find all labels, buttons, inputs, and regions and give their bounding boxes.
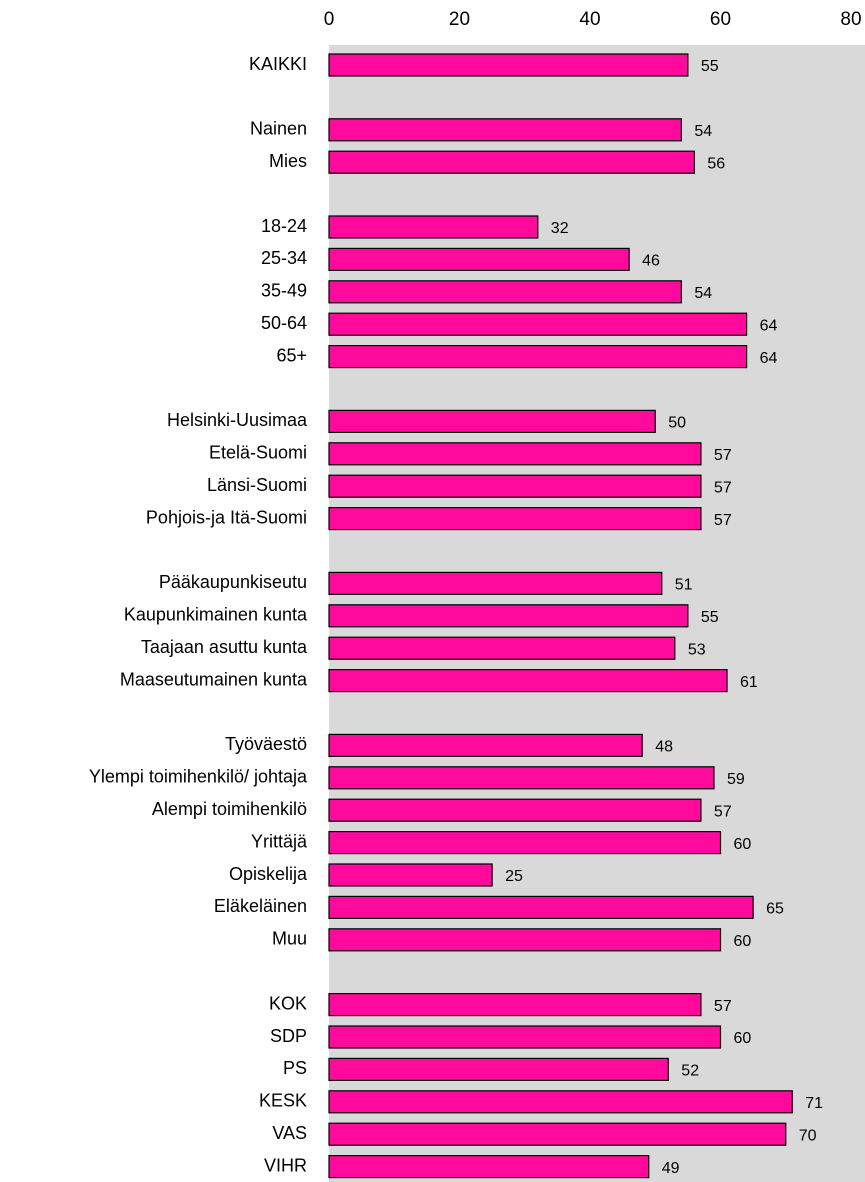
category-label: Kaupunkimainen kunta [124, 605, 308, 625]
bar [328, 1025, 722, 1049]
category-label: 65+ [276, 345, 307, 365]
value-label: 57 [714, 512, 732, 529]
category-label: Muu [272, 929, 307, 949]
category-label: Mies [269, 151, 307, 171]
bar [328, 118, 682, 142]
value-label: 32 [551, 220, 569, 237]
category-label: Nainen [250, 119, 307, 139]
value-label: 55 [701, 609, 719, 626]
bar [328, 312, 748, 336]
bar [328, 280, 682, 304]
bar [328, 992, 702, 1017]
category-label: Eläkeläinen [214, 896, 307, 916]
category-label: 25-34 [261, 248, 307, 268]
value-label: 48 [655, 739, 673, 756]
category-label: Taajaan asuttu kunta [141, 637, 308, 657]
category-label: PS [283, 1058, 307, 1078]
category-label: Pohjois-ja Itä-Suomi [146, 507, 307, 527]
bar [328, 150, 695, 174]
bar [328, 442, 702, 466]
category-label: 35-49 [261, 281, 307, 301]
category-label: Ylempi toimihenkilö/ johtaja [89, 767, 308, 787]
value-label: 54 [694, 123, 712, 140]
category-label: KESK [259, 1091, 307, 1111]
value-label: 70 [799, 1127, 817, 1144]
value-label: 59 [727, 771, 745, 788]
value-label: 64 [760, 317, 778, 334]
value-label: 57 [714, 803, 732, 820]
bar [328, 1090, 793, 1114]
value-label: 55 [701, 58, 719, 75]
bar [328, 895, 754, 920]
value-label: 65 [766, 901, 784, 918]
category-label: Yrittäjä [251, 831, 308, 851]
x-tick-label: 40 [579, 9, 600, 30]
bar [328, 830, 722, 855]
category-label: Etelä-Suomi [209, 443, 307, 463]
category-label: KAIKKI [249, 54, 307, 74]
value-label: 61 [740, 674, 758, 691]
value-label: 71 [805, 1095, 823, 1112]
bar [328, 53, 689, 77]
category-label: Pääkaupunkiseutu [159, 572, 307, 592]
bar [328, 247, 630, 271]
bar [328, 766, 715, 790]
category-label: Alempi toimihenkilö [152, 799, 307, 819]
value-label: 46 [642, 253, 660, 270]
value-label: 56 [707, 155, 725, 172]
category-label: Länsi-Suomi [207, 475, 307, 495]
bar [328, 636, 676, 660]
bar [328, 668, 728, 693]
bar [328, 733, 643, 758]
value-label: 50 [668, 415, 686, 432]
bar [328, 1057, 669, 1082]
category-label: SDP [270, 1026, 307, 1046]
value-label: 57 [714, 479, 732, 496]
category-label: Helsinki-Uusimaa [167, 410, 308, 430]
category-label: Työväestö [225, 734, 307, 754]
bar [328, 474, 702, 498]
value-label: 60 [734, 933, 752, 950]
bar [328, 507, 702, 531]
bar [328, 1154, 650, 1179]
category-label: KOK [269, 993, 307, 1013]
category-label: VAS [272, 1123, 307, 1143]
bar [328, 604, 689, 628]
bar [328, 571, 663, 596]
category-label: VIHR [264, 1155, 307, 1175]
value-label: 64 [760, 350, 778, 367]
value-label: 51 [675, 577, 693, 594]
value-label: 54 [694, 285, 712, 302]
bar [328, 798, 702, 822]
x-tick-label: 80 [840, 9, 861, 30]
x-tick-label: 60 [710, 9, 731, 30]
value-label: 57 [714, 447, 732, 464]
category-label: 18-24 [261, 216, 307, 236]
value-label: 52 [681, 1063, 699, 1080]
bar [328, 215, 539, 239]
value-label: 60 [734, 836, 752, 853]
value-label: 60 [734, 1030, 752, 1047]
value-label: 57 [714, 998, 732, 1015]
bar [328, 1122, 787, 1146]
bar [328, 928, 722, 952]
value-label: 53 [688, 641, 706, 658]
category-label: 50-64 [261, 313, 307, 333]
bar [328, 409, 656, 433]
category-label: Maaseutumainen kunta [120, 669, 308, 689]
x-tick-label: 0 [324, 9, 335, 30]
value-label: 49 [662, 1160, 680, 1177]
bar [328, 345, 748, 369]
bar [328, 863, 493, 887]
category-label: Opiskelija [229, 864, 308, 884]
value-label: 25 [505, 868, 523, 885]
x-tick-label: 20 [449, 9, 470, 30]
